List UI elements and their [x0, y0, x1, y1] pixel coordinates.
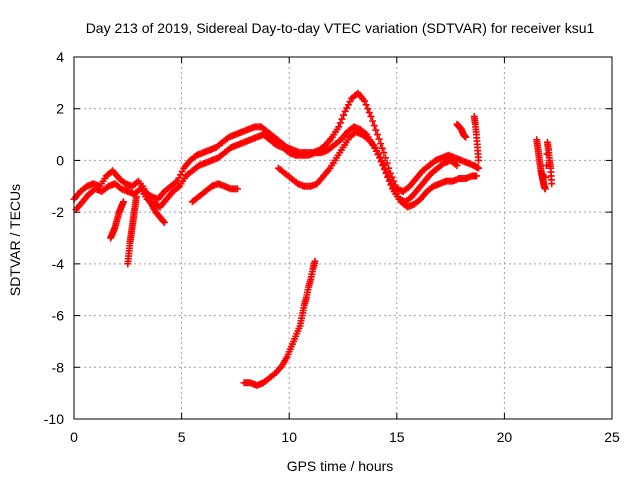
data-point	[541, 185, 549, 193]
data-point	[336, 119, 344, 127]
x-tick-labels: 0 5 10 15 20 25	[70, 429, 620, 445]
y-tick-label: 2	[56, 101, 64, 117]
data-point	[365, 109, 373, 117]
x-tick-label: 5	[178, 429, 186, 445]
data-point	[159, 217, 167, 225]
data-point	[379, 160, 387, 168]
data-point	[475, 164, 483, 172]
data-point	[378, 144, 386, 152]
data-point	[462, 133, 470, 141]
y-tick-label: 4	[56, 49, 64, 65]
data-point	[475, 156, 483, 164]
data-point	[453, 162, 461, 170]
series-descending-steep	[124, 193, 140, 268]
data-point	[370, 122, 378, 130]
x-tick-label: 0	[70, 429, 78, 445]
data-point	[372, 126, 380, 134]
data-point	[234, 185, 242, 193]
data-point	[132, 193, 140, 201]
data-point	[338, 115, 346, 123]
x-tick-label: 20	[497, 429, 513, 445]
data-point	[389, 184, 397, 192]
data-point	[384, 172, 392, 180]
y-axis-label: SDTVAR / TECUs	[7, 184, 23, 296]
data-point	[472, 172, 480, 180]
plot-frame	[73, 56, 613, 420]
y-tick-label: -2	[52, 204, 65, 220]
series-late-22h	[533, 136, 556, 193]
data-point	[340, 111, 348, 119]
data-point	[364, 105, 372, 113]
data-point	[377, 140, 385, 148]
series-descending-short	[107, 198, 127, 242]
data-point	[380, 149, 388, 157]
data-point	[369, 117, 377, 125]
y-tick-label: -10	[44, 411, 64, 427]
series-segment-3-4h	[139, 182, 168, 226]
y-tick-label: -6	[52, 308, 65, 324]
data-points	[70, 89, 556, 389]
y-tick-label: 0	[56, 152, 64, 168]
x-tick-label: 10	[281, 429, 297, 445]
data-point	[362, 101, 370, 109]
data-point	[119, 198, 127, 206]
x-tick-label: 15	[389, 429, 405, 445]
data-point	[383, 159, 391, 167]
data-point	[381, 164, 389, 172]
y-tick-label: -8	[52, 359, 65, 375]
chart-title: Day 213 of 2019, Sidereal Day-to-day VTE…	[86, 20, 595, 36]
data-point	[335, 123, 343, 131]
data-point	[383, 168, 391, 176]
series-track-b	[72, 123, 461, 214]
data-point	[375, 135, 383, 143]
data-point	[373, 131, 381, 139]
series-low-track	[240, 257, 319, 389]
data-point	[387, 180, 395, 188]
x-tick-label: 25	[604, 429, 620, 445]
tick-marks	[73, 56, 613, 420]
y-tick-label: -4	[52, 256, 65, 272]
x-axis-label: GPS time / hours	[287, 458, 394, 474]
data-point	[548, 180, 556, 188]
series-late-18h	[453, 112, 483, 164]
data-point	[542, 173, 550, 181]
data-point	[386, 176, 394, 184]
data-point	[367, 112, 375, 120]
data-point	[160, 218, 168, 226]
data-point	[378, 156, 386, 164]
data-point	[311, 257, 319, 265]
data-point	[361, 97, 369, 105]
series-track-c	[188, 128, 480, 211]
y-tick-labels: -10 -8 -6 -4 -2 0 2 4	[44, 49, 64, 427]
